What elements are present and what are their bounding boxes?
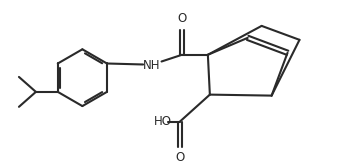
- Text: O: O: [175, 151, 184, 164]
- Text: NH: NH: [144, 59, 161, 72]
- Text: O: O: [177, 12, 187, 25]
- Text: HO: HO: [154, 115, 172, 128]
